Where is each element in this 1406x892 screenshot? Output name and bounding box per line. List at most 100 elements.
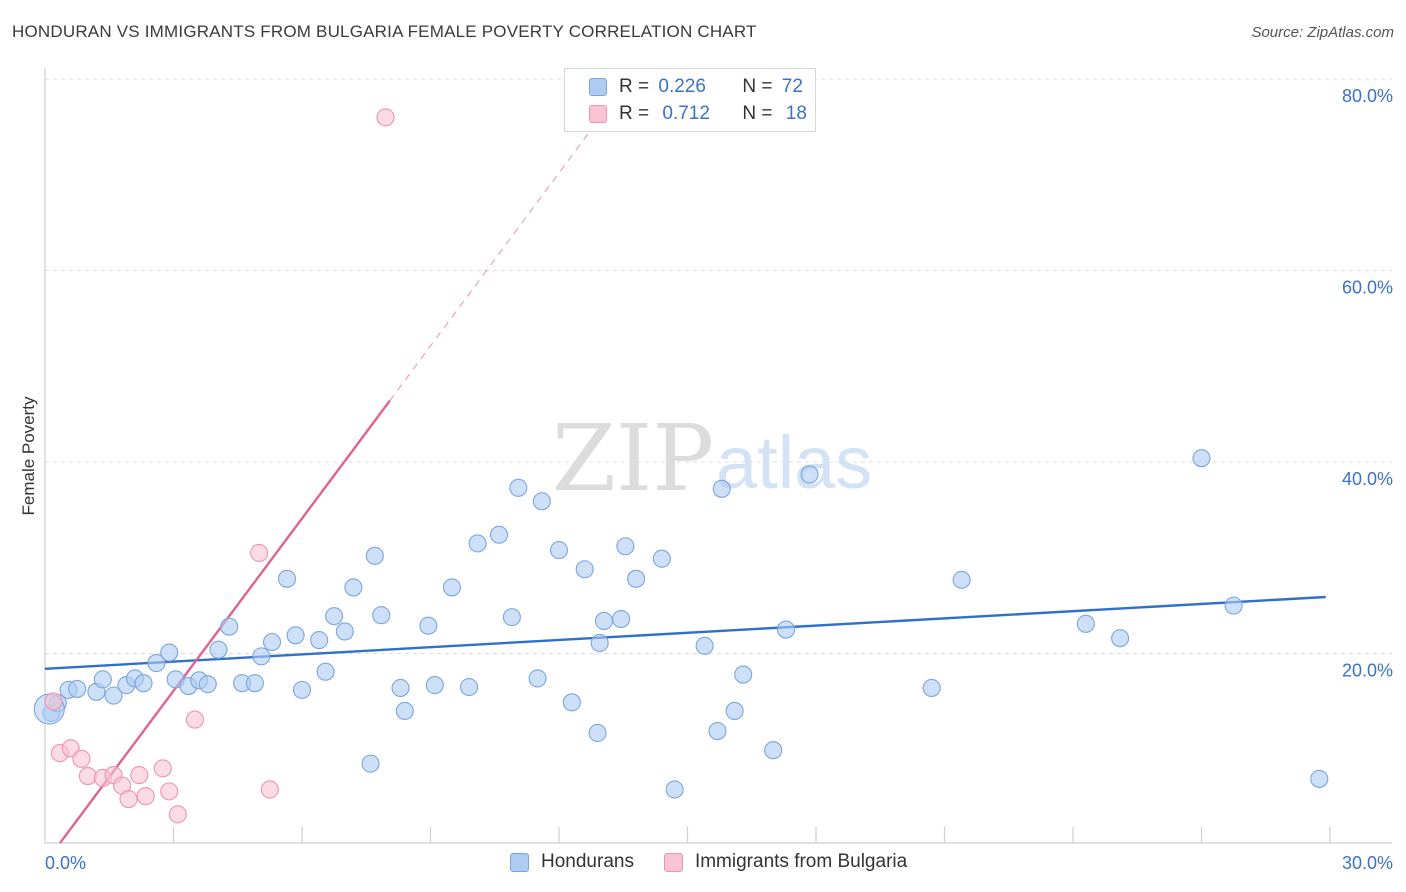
- point-hondurans: [160, 643, 179, 662]
- legend-n-value-hondurans: 72: [781, 76, 803, 97]
- point-hondurans: [616, 537, 635, 556]
- point-hondurans: [198, 675, 217, 694]
- point-bulgaria: [130, 766, 149, 785]
- point-hondurans: [468, 534, 487, 553]
- point-hondurans: [104, 686, 123, 705]
- point-hondurans: [292, 680, 312, 699]
- legend-r-label: R =: [619, 103, 650, 124]
- point-hondurans: [922, 678, 941, 698]
- point-hondurans: [708, 722, 727, 741]
- point-hondurans: [310, 631, 329, 650]
- point-hondurans: [262, 632, 282, 652]
- legend-item-hondurans[interactable]: Hondurans: [510, 851, 634, 873]
- y-tick-label: 20.0%: [1342, 661, 1393, 681]
- point-hondurans: [220, 617, 239, 636]
- point-hondurans: [725, 701, 744, 721]
- point-bulgaria: [72, 749, 91, 768]
- watermark-zip: ZIP: [552, 405, 714, 512]
- y-tick-label: 80.0%: [1342, 86, 1393, 106]
- legend-swatch-bulgaria: [663, 852, 683, 872]
- data-points: [33, 108, 1329, 824]
- point-hondurans: [245, 674, 264, 693]
- point-hondurans: [147, 654, 166, 673]
- point-bulgaria: [250, 543, 269, 563]
- point-hondurans: [459, 677, 479, 697]
- point-hondurans: [1076, 614, 1095, 633]
- point-hondurans: [277, 569, 297, 588]
- point-hondurans: [652, 549, 671, 568]
- watermark: ZIP atlas: [552, 405, 872, 512]
- tick-labels: 20.0% 40.0% 60.0% 80.0% 0.0% 30.0%: [45, 86, 1393, 873]
- trend-line-hondurans: [44, 595, 1326, 671]
- point-hondurans: [712, 479, 731, 498]
- point-hondurans: [1111, 629, 1130, 648]
- x-tick-label: 30.0%: [1342, 853, 1393, 873]
- point-bulgaria: [260, 780, 279, 799]
- point-hondurans: [509, 478, 528, 497]
- point-hondurans: [252, 647, 271, 666]
- point-hondurans: [335, 622, 354, 641]
- y-axis-title: Female Poverty: [19, 396, 38, 516]
- point-hondurans: [588, 723, 607, 743]
- point-hondurans: [325, 607, 344, 626]
- trend-line-bulgaria-extension: [389, 126, 594, 402]
- point-hondurans: [594, 611, 614, 630]
- legend-r-value-hondurans: 0.226: [658, 76, 706, 97]
- legend-row-hondurans: R = 0.226 N = 72: [589, 74, 803, 100]
- point-hondurans: [612, 609, 631, 629]
- legend-n-label: N =: [742, 76, 773, 97]
- point-hondurans: [734, 665, 753, 684]
- point-bulgaria: [119, 789, 138, 809]
- point-hondurans: [764, 741, 783, 760]
- legend-r-value-bulgaria: 0.712: [662, 103, 710, 124]
- point-bulgaria: [160, 782, 179, 801]
- point-hondurans: [776, 620, 796, 639]
- point-hondurans: [419, 616, 438, 635]
- point-hondurans: [1192, 449, 1211, 468]
- point-hondurans: [286, 626, 305, 645]
- point-bulgaria: [153, 759, 172, 778]
- point-hondurans: [316, 662, 335, 681]
- legend-n-value-bulgaria: 18: [785, 103, 807, 124]
- x-tick-label: 0.0%: [45, 853, 86, 873]
- point-hondurans: [575, 560, 594, 579]
- point-bulgaria: [78, 767, 97, 786]
- legend-n-label: N =: [742, 103, 773, 124]
- legend-swatch-hondurans: [589, 78, 607, 96]
- point-hondurans: [372, 606, 391, 625]
- point-hondurans: [93, 670, 112, 689]
- legend-r-label: R =: [619, 76, 650, 97]
- point-bulgaria: [136, 787, 155, 806]
- point-hondurans: [590, 633, 609, 653]
- legend-item-bulgaria[interactable]: Immigrants from Bulgaria: [663, 851, 907, 873]
- point-bulgaria: [185, 710, 204, 729]
- point-hondurans: [528, 669, 547, 688]
- point-hondurans: [1224, 596, 1243, 615]
- legend-swatch-bulgaria: [589, 105, 607, 123]
- point-hondurans: [1310, 769, 1329, 788]
- legend-row-bulgaria: R = 0.712 N = 18: [589, 101, 807, 127]
- correlation-legend: R = 0.226 N = 72 R = 0.712 N = 18: [564, 68, 816, 132]
- point-hondurans: [489, 525, 509, 544]
- point-hondurans: [68, 679, 87, 698]
- legend-swatch-hondurans: [510, 852, 529, 872]
- point-hondurans: [361, 754, 380, 773]
- series-legend: Hondurans Immigrants from Bulgaria: [510, 851, 937, 873]
- y-tick-label: 40.0%: [1342, 469, 1393, 489]
- point-hondurans: [665, 780, 684, 799]
- y-tick-label: 60.0%: [1342, 278, 1393, 298]
- watermark-atlas: atlas: [716, 421, 872, 504]
- chart-source: Source: ZipAtlas.com: [1251, 24, 1394, 41]
- point-bulgaria: [376, 108, 395, 127]
- point-hondurans: [695, 636, 714, 655]
- point-hondurans: [365, 546, 384, 565]
- point-bulgaria: [44, 692, 63, 711]
- chart-title: HONDURAN VS IMMIGRANTS FROM BULGARIA FEM…: [12, 22, 757, 41]
- point-hondurans: [502, 608, 521, 627]
- point-bulgaria: [168, 805, 187, 824]
- point-hondurans: [209, 640, 228, 659]
- point-hondurans: [395, 701, 414, 721]
- gridlines: [45, 78, 1392, 843]
- point-hondurans: [134, 674, 153, 693]
